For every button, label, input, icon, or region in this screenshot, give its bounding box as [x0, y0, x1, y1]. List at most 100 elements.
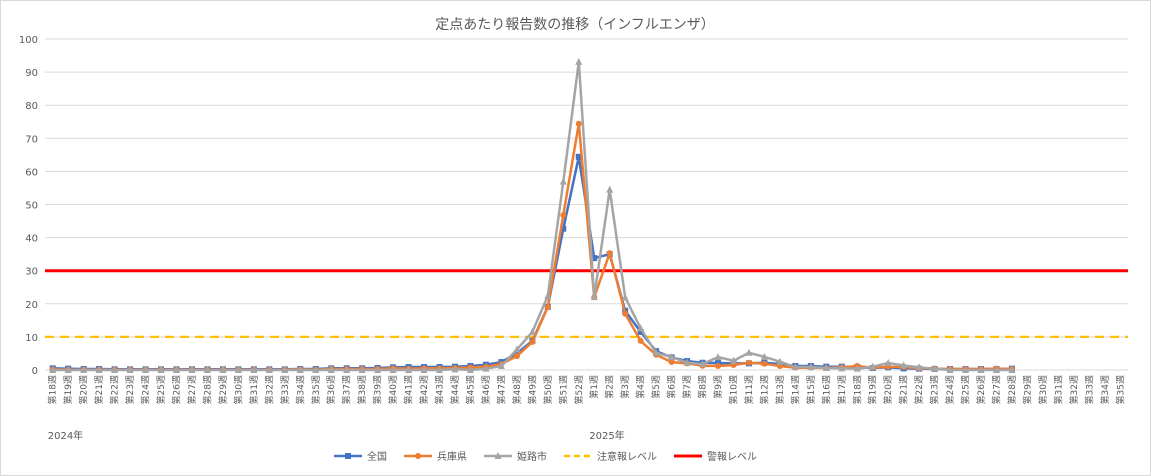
x-tick-label: 第42週 [418, 375, 430, 404]
x-tick-label: 第17週 [836, 375, 848, 404]
data-point [946, 366, 954, 373]
year-label: 2024年 [48, 429, 83, 442]
x-tick-label: 第39週 [372, 375, 384, 404]
x-tick-label: 第1週 [588, 375, 600, 399]
data-point [451, 365, 459, 373]
x-tick-label: 第21週 [93, 375, 105, 404]
x-tick-label: 第10週 [727, 375, 739, 404]
data-point [931, 364, 939, 372]
y-tick-label: 100 [19, 35, 38, 46]
data-point [915, 363, 923, 371]
threshold-lines [45, 269, 1128, 339]
x-tick-label: 第20週 [882, 375, 894, 404]
x-tick-label: 第34週 [1099, 375, 1111, 404]
x-tick-label: 第52週 [573, 375, 585, 404]
x-tick-label: 第41週 [403, 375, 415, 404]
x-tick-label: 第43週 [434, 375, 446, 404]
data-point [544, 291, 552, 299]
data-point [529, 338, 536, 345]
legend-marker [494, 452, 502, 459]
y-tick-label: 70 [25, 134, 38, 145]
x-tick-label: 第51週 [557, 375, 569, 404]
data-point [575, 153, 582, 160]
data-point [791, 363, 799, 371]
data-point [95, 366, 103, 373]
data-point [173, 366, 181, 373]
data-point [64, 366, 72, 373]
year-label: 2025年 [589, 429, 624, 442]
data-point [606, 185, 614, 193]
data-point [420, 366, 428, 373]
x-tick-label: 第16週 [820, 375, 832, 404]
data-point [513, 345, 521, 353]
data-point [203, 366, 211, 373]
legend-label: 兵庫県 [437, 450, 467, 463]
data-point [389, 366, 397, 373]
data-point [668, 353, 676, 361]
x-tick-label: 第28週 [1006, 375, 1018, 404]
x-tick-label: 第12週 [758, 375, 770, 404]
data-point [668, 359, 675, 366]
data-point [900, 361, 908, 369]
y-tick-label: 80 [25, 101, 38, 112]
x-tick-label: 第35週 [310, 375, 322, 404]
data-point [544, 304, 551, 311]
x-axis: 第18週 第19週 第20週 第21週 第22週 第23週 第24週 第25週 第26週 第27週… [47, 375, 1127, 442]
x-tick-label: 第35週 [1114, 375, 1126, 404]
x-tick-label: 第40週 [387, 375, 399, 404]
y-tick-label: 10 [25, 333, 38, 344]
data-point [497, 362, 505, 370]
data-point [559, 177, 567, 185]
data-point [327, 366, 335, 373]
data-point [250, 366, 258, 373]
x-tick-label: 第11週 [743, 375, 755, 404]
data-point [699, 360, 707, 368]
x-tick-label: 第24週 [140, 375, 152, 404]
series-lines [49, 57, 1016, 373]
data-point [714, 353, 722, 361]
data-point [374, 366, 382, 373]
x-tick-label: 第45週 [464, 375, 476, 404]
data-point [992, 366, 1000, 373]
data-point [142, 366, 150, 373]
x-tick-label: 第47週 [495, 375, 507, 404]
data-point [188, 366, 196, 373]
data-point [637, 324, 645, 332]
data-point [219, 366, 227, 373]
data-point [80, 366, 88, 373]
legend: 全国 兵庫県 姫路市 注意報レベル 警報レベル [334, 450, 757, 463]
data-point [281, 366, 289, 373]
x-tick-label: 第30週 [232, 375, 244, 404]
y-tick-label: 0 [32, 366, 38, 377]
chart-title: 定点あたり報告数の推移（インフルエンザ） [435, 17, 715, 33]
data-point [606, 250, 613, 257]
data-point [560, 212, 567, 219]
y-tick-label: 50 [25, 201, 38, 212]
data-point [513, 353, 520, 360]
x-tick-label: 第27週 [990, 375, 1002, 404]
data-point [962, 366, 970, 373]
series-姫路市 [49, 57, 1016, 373]
data-point [807, 363, 815, 371]
x-tick-label: 第5週 [650, 375, 662, 399]
data-point [528, 327, 536, 335]
data-point [126, 366, 134, 373]
x-tick-label: 第49週 [526, 375, 538, 404]
x-tick-label: 第34週 [294, 375, 306, 404]
data-point [590, 293, 598, 301]
x-tick-label: 第7週 [681, 375, 693, 399]
data-point [637, 337, 644, 344]
data-point [853, 364, 861, 372]
x-tick-label: 第22週 [109, 375, 121, 404]
data-point [637, 328, 644, 335]
x-tick-label: 第32週 [263, 375, 275, 404]
x-tick-label: 第27週 [186, 375, 198, 404]
x-tick-label: 第9週 [712, 375, 724, 399]
x-tick-label: 第4週 [635, 375, 647, 399]
x-tick-label: 第44週 [449, 375, 461, 404]
data-point [405, 366, 413, 373]
data-point [343, 366, 351, 373]
x-tick-label: 第31週 [248, 375, 260, 404]
x-tick-label: 第36週 [325, 375, 337, 404]
